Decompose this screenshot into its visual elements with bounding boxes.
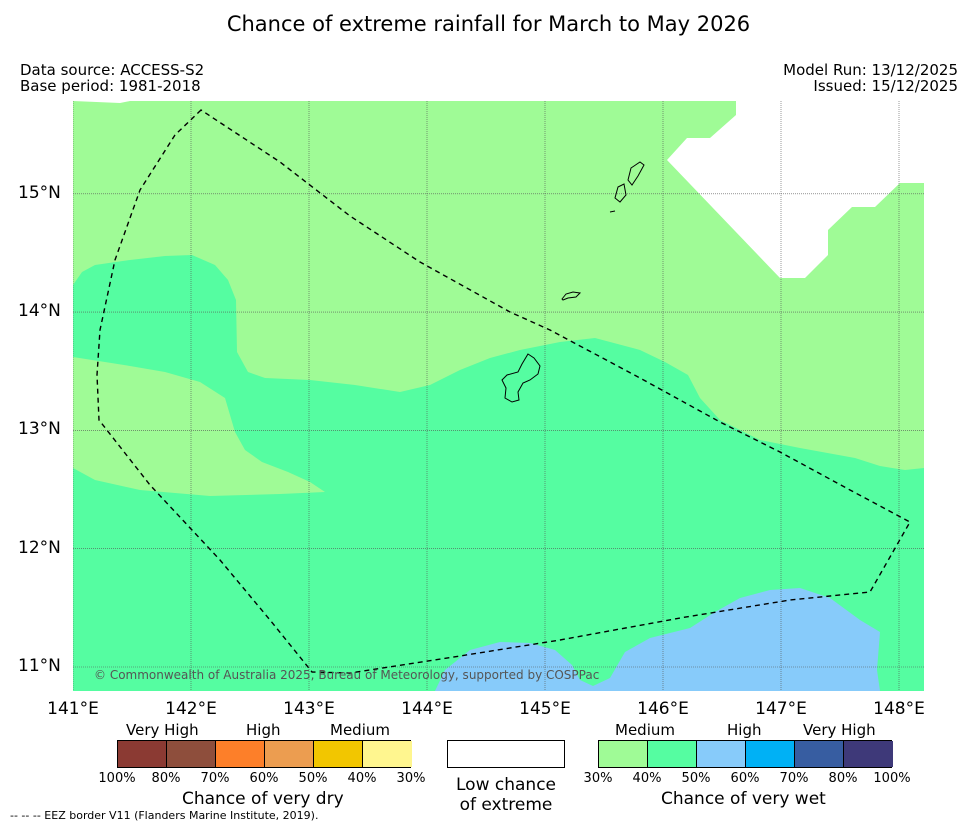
region-wet-40-50 [73, 255, 924, 691]
island-aguijan [609, 210, 616, 213]
island-rota [561, 291, 582, 301]
graticule [73, 101, 924, 691]
wet-cat-medium: Medium [615, 721, 675, 739]
low-legend-line2: of extreme [459, 795, 553, 815]
dry-swatch [167, 741, 216, 767]
y-tick-label: 12°N [18, 537, 61, 558]
wet-color-bar [598, 740, 893, 768]
x-tick-label: 147°E [755, 699, 807, 719]
base-period: Base period: 1981-2018 [20, 77, 201, 95]
wet-cat-very-high: Very High [803, 721, 876, 739]
dry-color-bar [117, 740, 412, 768]
dry-percent-label: 100% [98, 771, 136, 786]
region-wet-50-60 [435, 588, 880, 691]
x-tick-label: 142°E [165, 699, 217, 719]
data-info: Data source: ACCESS-S2 Base period: 1981… [20, 62, 204, 94]
island-guam [501, 353, 541, 403]
wet-swatch [697, 741, 746, 767]
low-legend-line1: Low chance [456, 775, 556, 795]
dry-percent-label: 50% [298, 771, 328, 786]
wet-percent-label: 80% [828, 771, 858, 786]
eez-footnote: -- -- -- EEZ border V11 (Flanders Marine… [10, 809, 319, 822]
dry-swatch [216, 741, 265, 767]
dry-percent-label: 60% [249, 771, 279, 786]
dry-cat-very-high: Very High [126, 721, 199, 739]
wet-percent-label: 40% [632, 771, 662, 786]
y-tick-label: 15°N [18, 182, 61, 203]
wet-swatch [599, 741, 648, 767]
dry-swatch [363, 741, 412, 767]
dry-percent-label: 70% [200, 771, 230, 786]
y-tick-label: 11°N [18, 656, 61, 676]
wet-percent-label: 70% [779, 771, 809, 786]
wet-percent-label: 50% [681, 771, 711, 786]
wet-percent-label: 60% [730, 771, 760, 786]
x-tick-label: 143°E [283, 699, 335, 719]
x-tick-label: 148°E [873, 699, 925, 719]
run-info: Model Run: 13/12/2025 Issued: 15/12/2025 [783, 62, 958, 94]
x-tick-label: 146°E [637, 699, 689, 719]
dry-percent-label: 80% [151, 771, 181, 786]
dry-cat-medium: Medium [330, 721, 390, 739]
copyright-notice: © Commonwealth of Australia 2025, Bureau… [94, 668, 600, 682]
wet-swatch [795, 741, 844, 767]
wet-swatch [648, 741, 697, 767]
model-run: Model Run: 13/12/2025 [783, 61, 958, 79]
wet-legend-title: Chance of very wet [661, 789, 826, 809]
island-tinian [614, 183, 627, 203]
wet-cat-high: High [727, 721, 762, 739]
x-tick-label: 144°E [401, 699, 453, 719]
island-saipan [627, 161, 645, 186]
dry-percent-label: 30% [396, 771, 426, 786]
wet-percent-label: 100% [873, 771, 911, 786]
wet-swatch [746, 741, 795, 767]
dry-swatch [314, 741, 363, 767]
low-chance-swatch [447, 740, 565, 768]
dry-percent-label: 40% [347, 771, 377, 786]
y-tick-label: 14°N [18, 301, 61, 322]
page-title: Chance of extreme rainfall for March to … [226, 12, 751, 36]
dry-legend-title: Chance of very dry [182, 789, 344, 809]
wet-swatch [844, 741, 893, 767]
y-tick-label: 13°N [18, 419, 61, 440]
dry-swatch [265, 741, 314, 767]
x-tick-label: 141°E [47, 699, 99, 719]
dry-cat-high: High [246, 721, 281, 739]
wet-percent-label: 30% [583, 771, 613, 786]
region-low-chance-top [667, 101, 924, 278]
issued-date: Issued: 15/12/2025 [813, 77, 958, 95]
region-low-chance-corner [73, 101, 130, 103]
dry-swatch [118, 741, 167, 767]
data-source: Data source: ACCESS-S2 [20, 61, 205, 79]
x-tick-label: 145°E [519, 699, 571, 719]
